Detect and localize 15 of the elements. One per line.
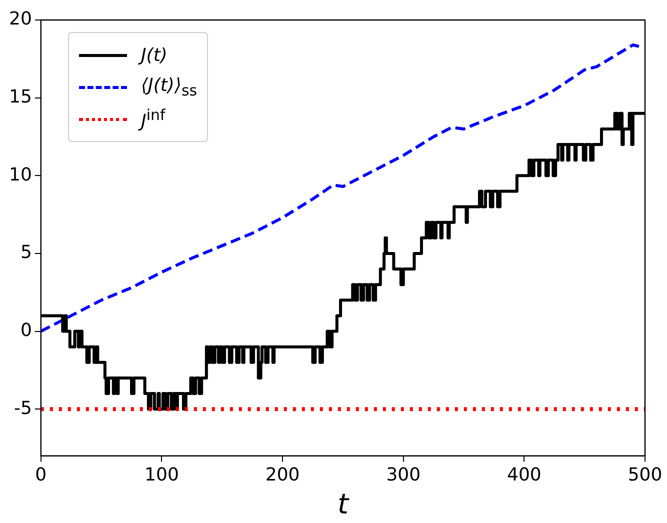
line-series xyxy=(40,43,640,333)
x-tick-label: 0 xyxy=(35,464,47,486)
legend-label: ⟨J(t)⟩$_{ss}$ xyxy=(141,74,198,100)
x-tick-label: 500 xyxy=(628,464,662,486)
y-tick-label: 5 xyxy=(20,242,32,264)
x-tick-label: 400 xyxy=(507,464,542,486)
y-tick-label: 0 xyxy=(20,320,32,341)
y-tick-label: -5 xyxy=(14,398,32,419)
x-axis-title: t xyxy=(337,487,350,520)
x-tick-label: 300 xyxy=(386,464,421,486)
y-tick-label: 15 xyxy=(9,86,32,108)
y-tick-label: 20 xyxy=(9,8,32,30)
y-tick-label: 10 xyxy=(9,164,32,186)
x-tick-label: 100 xyxy=(144,464,179,486)
x-tick-label: 200 xyxy=(265,464,300,486)
